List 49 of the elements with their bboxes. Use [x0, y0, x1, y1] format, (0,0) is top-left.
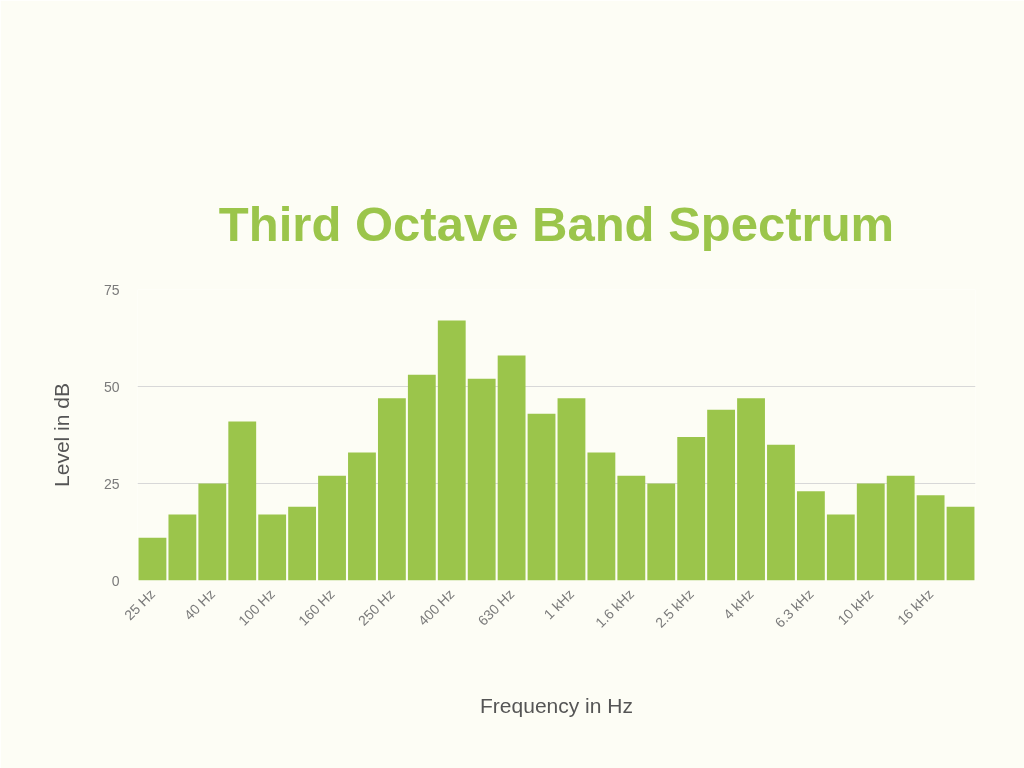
- bar: [856, 483, 885, 581]
- x-tick-label: 100 Hz: [235, 585, 278, 629]
- bar: [288, 506, 317, 581]
- bar: [707, 409, 736, 581]
- bar: [138, 537, 167, 581]
- bar: [497, 355, 526, 581]
- chart-title: Third Octave Band Spectrum: [218, 196, 895, 251]
- bar: [677, 436, 706, 581]
- bar: [348, 452, 376, 581]
- x-tick-label: 25 Hz: [120, 585, 159, 624]
- y-tick-label: 0: [111, 572, 120, 589]
- bar: [318, 475, 346, 581]
- bar: [437, 320, 466, 581]
- bar: [198, 483, 227, 581]
- bar: [168, 514, 197, 581]
- bar: [916, 495, 945, 581]
- bar: [467, 378, 496, 581]
- bar: [647, 483, 676, 581]
- x-tick-label: 16 kHz: [894, 585, 937, 628]
- bar: [886, 475, 915, 581]
- bar: [587, 452, 616, 581]
- x-axis-title: Frequency in Hz: [480, 694, 633, 718]
- x-tick-label: 6.3 kHz: [771, 585, 817, 631]
- bar: [767, 444, 795, 581]
- bar: [796, 491, 825, 581]
- bar: [407, 374, 436, 581]
- y-tick-label: 75: [103, 281, 120, 298]
- bar: [228, 421, 257, 581]
- bar: [557, 398, 586, 581]
- x-tick-label: 250 Hz: [354, 585, 398, 629]
- x-tick-label: 630 Hz: [474, 585, 518, 629]
- bar: [377, 398, 406, 581]
- x-tick-label: 400 Hz: [414, 585, 458, 629]
- x-tick-label: 1.6 kHz: [592, 585, 637, 631]
- bar: [946, 506, 975, 581]
- bar: [527, 413, 556, 581]
- x-tick-label: 10 kHz: [834, 585, 877, 628]
- x-tick-label: 160 Hz: [295, 585, 338, 629]
- x-tick-label: 2.5 kHz: [651, 585, 697, 631]
- bar: [258, 514, 287, 581]
- x-tick-label: 1 kHz: [540, 585, 578, 623]
- y-axis-title: Level in dB: [49, 383, 73, 487]
- x-tick-label: 4 kHz: [720, 585, 757, 623]
- bar: [737, 398, 765, 581]
- y-tick-label: 25: [103, 475, 120, 492]
- x-tick-label: 40 Hz: [180, 585, 218, 624]
- bar: [826, 514, 855, 581]
- bar: [617, 475, 646, 581]
- y-tick-label: 50: [103, 378, 120, 395]
